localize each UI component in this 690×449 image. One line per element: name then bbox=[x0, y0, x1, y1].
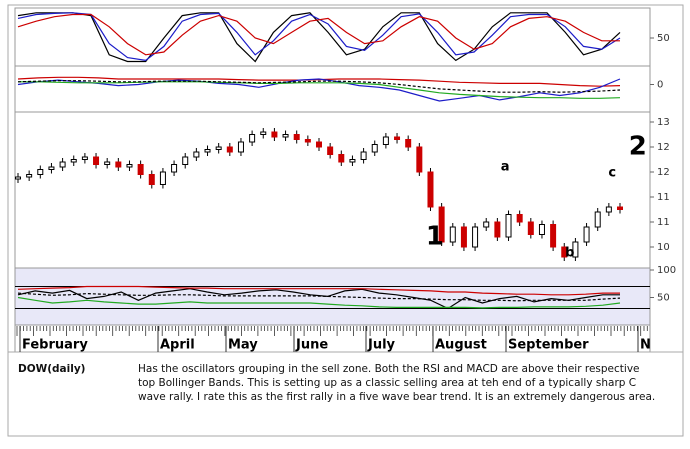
candle bbox=[260, 131, 267, 135]
candle bbox=[148, 174, 155, 185]
candle bbox=[594, 211, 601, 228]
series-line bbox=[17, 296, 621, 309]
candle bbox=[93, 156, 100, 165]
y-tick-label: 13 bbox=[657, 117, 670, 128]
wave-label: c bbox=[608, 166, 616, 181]
candle bbox=[159, 171, 166, 185]
candle bbox=[271, 131, 278, 138]
wave-label: b bbox=[565, 246, 574, 261]
candle bbox=[494, 221, 501, 238]
candle bbox=[249, 134, 256, 143]
date-ticks bbox=[16, 326, 648, 336]
candle bbox=[371, 144, 378, 153]
candle bbox=[104, 161, 111, 165]
candle bbox=[126, 164, 133, 168]
rsi-pane-bg bbox=[14, 267, 651, 326]
candle bbox=[561, 246, 568, 258]
candle bbox=[81, 156, 88, 160]
y-tick-label: 50 bbox=[657, 293, 670, 304]
caption-text: Has the oscillators grouping in the sell… bbox=[138, 363, 656, 403]
y-tick-label: 0 bbox=[657, 80, 663, 91]
candle bbox=[438, 206, 445, 243]
candle bbox=[427, 171, 434, 208]
month-label: May bbox=[228, 338, 258, 353]
y-tick-label: 100 bbox=[657, 265, 676, 276]
candle bbox=[394, 136, 401, 140]
candle bbox=[382, 136, 389, 145]
candle bbox=[460, 226, 467, 248]
wave-label: a bbox=[501, 160, 510, 175]
wave-label: 2 bbox=[629, 132, 647, 162]
month-label: August bbox=[435, 338, 487, 353]
candle bbox=[226, 146, 233, 153]
y-tick-label: 50 bbox=[657, 33, 670, 44]
candle bbox=[48, 166, 55, 170]
y-tick-label: 10 bbox=[657, 242, 670, 253]
candle bbox=[316, 141, 322, 148]
candle bbox=[215, 146, 222, 150]
candle bbox=[538, 224, 545, 235]
series-line bbox=[17, 80, 621, 93]
candle bbox=[15, 176, 21, 180]
candle bbox=[483, 221, 490, 228]
candle bbox=[516, 214, 523, 223]
candle bbox=[416, 146, 423, 173]
candle bbox=[617, 206, 623, 210]
series-line bbox=[17, 292, 621, 302]
outer-frame bbox=[7, 4, 684, 437]
candle bbox=[472, 226, 479, 248]
y-tick-label: 11 bbox=[657, 192, 670, 203]
candle bbox=[338, 154, 345, 163]
wave-label: 1 bbox=[426, 222, 444, 252]
candle bbox=[204, 149, 211, 153]
candle bbox=[349, 159, 356, 163]
month-label: N bbox=[640, 338, 651, 353]
series-line bbox=[18, 81, 621, 99]
candle bbox=[26, 174, 33, 178]
candle bbox=[327, 146, 334, 155]
candle bbox=[59, 161, 66, 168]
candle bbox=[193, 151, 200, 158]
candle bbox=[237, 141, 244, 153]
caption-label: DOW(daily) bbox=[18, 363, 86, 375]
month-label: September bbox=[508, 338, 589, 353]
candle bbox=[171, 164, 178, 173]
candle bbox=[572, 241, 579, 258]
candle bbox=[70, 159, 77, 163]
candle bbox=[137, 164, 144, 175]
candle bbox=[505, 214, 512, 238]
candle bbox=[405, 139, 412, 148]
series-line bbox=[17, 12, 621, 63]
month-label: June bbox=[295, 338, 328, 353]
month-label: July bbox=[367, 338, 396, 353]
candle bbox=[115, 161, 122, 168]
candle bbox=[304, 139, 311, 143]
y-tick-label: 12 bbox=[657, 142, 670, 153]
candle bbox=[282, 134, 289, 138]
month-label: February bbox=[22, 338, 88, 353]
date-axis bbox=[14, 324, 651, 353]
candle bbox=[527, 221, 534, 235]
series-line bbox=[17, 285, 620, 296]
candle bbox=[583, 226, 590, 243]
series-line bbox=[17, 13, 620, 56]
candle bbox=[449, 226, 456, 243]
candle bbox=[37, 169, 44, 175]
y-tick-label: 11 bbox=[657, 217, 670, 228]
candle bbox=[360, 151, 367, 160]
candle bbox=[550, 224, 557, 248]
month-label: April bbox=[160, 338, 195, 353]
candle bbox=[605, 206, 612, 213]
candle bbox=[182, 156, 189, 165]
y-tick-label: 12 bbox=[657, 167, 670, 178]
candle bbox=[293, 134, 300, 140]
